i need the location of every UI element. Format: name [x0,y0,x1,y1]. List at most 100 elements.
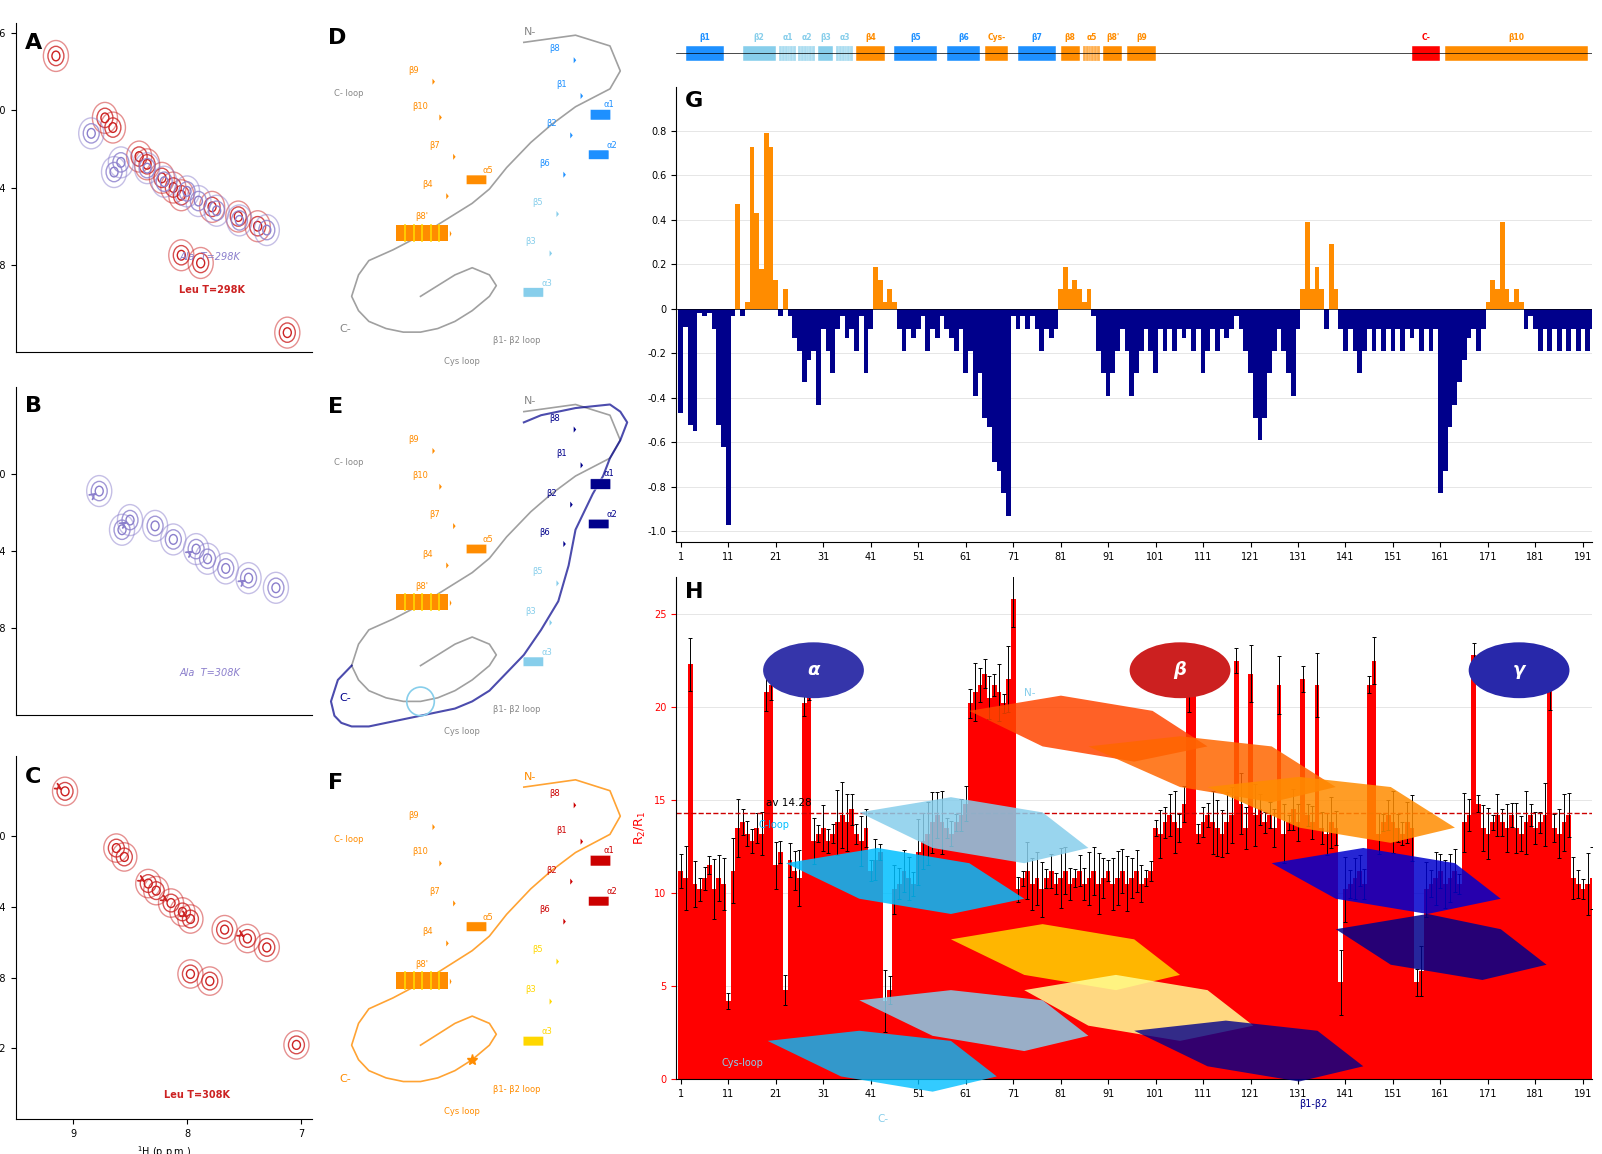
Bar [1272,309,1277,351]
Bar [819,46,833,61]
Bar [1139,309,1144,351]
Bar [1524,823,1528,1079]
Bar [1552,829,1557,1079]
Bar [815,309,820,405]
Bar [1405,309,1410,329]
Text: β4: β4 [421,928,433,936]
FancyBboxPatch shape [396,973,449,989]
Text: Ala  T=308K: Ala T=308K [179,668,240,679]
Bar [1016,309,1020,329]
Bar [1030,309,1035,315]
Bar [1163,309,1168,351]
Bar [1200,823,1205,1079]
Bar [985,46,1008,61]
Bar [857,46,884,61]
Bar [1104,46,1123,61]
Bar [1320,829,1325,1079]
Bar [1381,309,1386,351]
Bar [835,823,839,1079]
Text: Cys loop: Cys loop [444,727,479,735]
Bar [1410,309,1415,338]
Text: β7: β7 [1032,32,1043,42]
Bar [803,309,807,382]
Bar [873,860,878,1079]
Polygon shape [952,924,1181,990]
Bar [1543,309,1548,329]
Bar [1210,309,1214,329]
Bar [1158,833,1163,1079]
FancyBboxPatch shape [590,855,610,866]
Text: β10: β10 [413,471,428,480]
Bar [1419,972,1424,1079]
Bar [740,309,745,315]
Bar [1187,309,1192,329]
Bar [1528,815,1533,1079]
FancyBboxPatch shape [396,594,449,610]
Bar [1434,878,1439,1079]
Bar [1352,309,1357,351]
Bar [1120,871,1125,1079]
Bar [992,309,996,463]
Bar [863,829,868,1079]
Bar [1333,829,1338,1079]
Bar [892,302,897,309]
Bar [958,815,963,1079]
Bar [1101,309,1105,374]
Bar [878,280,883,309]
Bar [939,823,944,1079]
Bar [1086,878,1091,1079]
Bar [892,890,897,1079]
Bar [783,990,788,1079]
Bar [1371,309,1376,351]
Bar [849,309,854,329]
Bar [1054,309,1059,329]
Bar [883,1001,888,1079]
Bar [1439,309,1443,494]
Bar [897,884,902,1079]
Bar [779,852,783,1079]
Bar [1296,309,1301,329]
Bar [1338,309,1342,329]
Bar [1429,309,1434,351]
Bar [1214,309,1219,351]
Bar [820,309,825,329]
Text: C- loop: C- loop [335,89,364,98]
Bar [815,833,820,1079]
Bar [1576,884,1581,1079]
Bar [1072,280,1077,309]
Bar [1342,309,1347,351]
Bar [706,309,711,314]
Text: α: α [807,661,820,680]
Bar [1381,823,1386,1079]
Bar [1192,674,1197,1079]
Bar [1045,309,1049,329]
Text: α1: α1 [602,846,614,854]
Bar [1567,309,1572,351]
Bar [759,269,764,309]
Bar [1524,309,1528,329]
FancyBboxPatch shape [466,922,487,931]
Text: β4: β4 [421,180,433,189]
Bar [1391,823,1395,1079]
Bar [839,815,844,1079]
Bar [977,309,982,374]
Bar [1362,884,1367,1079]
Bar [1089,46,1091,61]
Bar [839,46,841,61]
Text: β1- β2 loop: β1- β2 loop [493,336,541,345]
Bar [1262,823,1267,1079]
Text: β8': β8' [417,960,429,969]
Text: Cys-: Cys- [987,32,1006,42]
Bar [1017,46,1056,61]
Bar [1538,309,1543,351]
Bar [1572,309,1576,329]
Bar [742,46,775,61]
Bar [1504,288,1509,309]
FancyBboxPatch shape [588,150,609,159]
Bar [801,46,804,61]
Bar [1061,46,1080,61]
Polygon shape [1272,848,1501,914]
Bar [1077,288,1081,309]
Bar [902,309,907,351]
Bar [692,309,697,432]
